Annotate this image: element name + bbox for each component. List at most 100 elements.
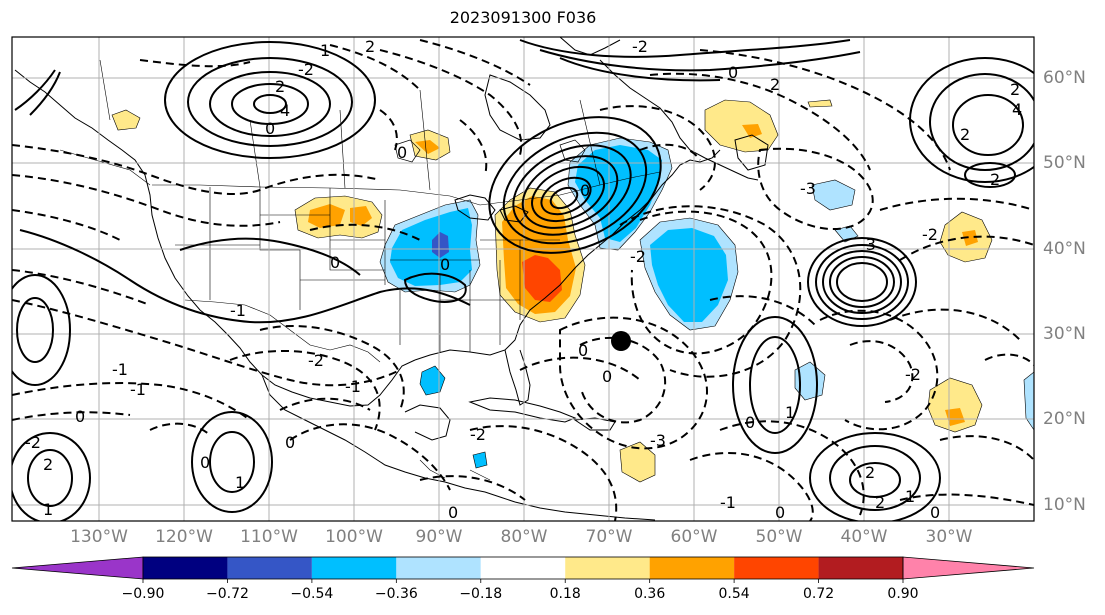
hudson-bay	[484, 74, 551, 141]
contour-label: 4	[1012, 100, 1022, 119]
latitude-label: 10°N	[1043, 495, 1086, 515]
contour-label: 2	[990, 170, 1000, 189]
colorbar-segment	[311, 557, 397, 579]
longitude-label: 130°W	[70, 527, 128, 547]
contour-label: -2	[25, 433, 41, 452]
colorbar-segment	[649, 557, 735, 579]
negative-shading-central-us-core	[390, 208, 472, 286]
contour-label: -1	[112, 360, 128, 379]
contour-label: -2	[632, 37, 648, 56]
colorbar-tick-label: −0.18	[459, 586, 503, 602]
contour-label: -3	[800, 179, 816, 198]
map-frame	[11, 36, 1035, 522]
solid-contour-layer	[12, 39, 1034, 521]
colorbar-upper-extend	[902, 556, 1035, 580]
contour-label: -2	[470, 425, 486, 444]
colorbar-tick-label: −0.90	[121, 586, 165, 602]
negative-shading-northeast-core	[575, 145, 662, 242]
contour-labels: 1 2 -2 0 2 -2 2 2 0 -2 -3 -2 -1 2 2 -3 -…	[25, 37, 1022, 522]
contour-label: 0	[745, 413, 755, 432]
contour-label: 0	[930, 503, 940, 522]
colorbar-tick-label: 0.54	[718, 586, 750, 602]
map-title: 2023091300 F036	[449, 8, 597, 27]
contour-label: 2	[43, 455, 53, 474]
negative-shading-central-us-peak	[432, 232, 449, 258]
gulf-coast	[414, 149, 721, 361]
colorbar-lower-extend	[11, 556, 144, 580]
longitude-label: 30°W	[925, 527, 973, 547]
latitude-label: 50°N	[1043, 153, 1086, 173]
dashed-contour	[12, 144, 381, 196]
contour-label: 0	[728, 63, 738, 82]
longitude-label: 40°W	[840, 527, 888, 547]
contour-label: 2	[865, 463, 875, 482]
latitude-label: 40°N	[1043, 239, 1086, 259]
cuba	[468, 397, 577, 423]
contour-label: -1	[345, 377, 361, 396]
contour-label: 0	[397, 143, 407, 162]
contour-label: 4	[280, 101, 290, 120]
yucatan	[404, 404, 451, 441]
colorbar-segment	[227, 557, 312, 579]
longitude-label: 50°W	[755, 527, 803, 547]
longitude-label: 80°W	[500, 527, 548, 547]
solid-contour	[164, 41, 376, 159]
solid-contour-northeast-low	[488, 116, 662, 254]
latitude-label: 60°N	[1043, 68, 1086, 88]
contour-label: -2	[298, 60, 314, 79]
colorbar-tick-label: 0.36	[634, 586, 666, 602]
contour-label: -1	[230, 301, 246, 320]
colorbar-segment	[818, 557, 903, 579]
contour-label: -3	[860, 235, 876, 254]
colorbar-tick-label: −0.54	[290, 586, 334, 602]
contour-label: 2	[365, 37, 375, 56]
contour-label: -2	[905, 365, 921, 384]
colorbar-segment	[480, 557, 566, 579]
contour-label: 1	[235, 473, 245, 492]
contour-label: 2	[770, 75, 780, 94]
contour-label: 0	[602, 367, 612, 386]
contour-label: 0	[578, 341, 588, 360]
negative-shading-atlantic-core	[650, 228, 728, 322]
us-canada-border	[152, 171, 661, 206]
positive-shading-plains-core	[308, 204, 345, 228]
mexico-coast	[261, 374, 516, 503]
colorbar-tick-label: 0.90	[887, 586, 919, 602]
longitude-label: 100°W	[325, 527, 383, 547]
colorbar	[11, 556, 1035, 583]
contour-label: 2	[1010, 80, 1020, 99]
contour-label: -2	[630, 247, 646, 266]
contour-label: 0	[448, 503, 458, 522]
storm-marker-icon	[611, 331, 631, 351]
border-layer	[59, 59, 661, 481]
positive-shading-labrador	[704, 99, 779, 153]
contour-label: -2	[308, 351, 324, 370]
contour-label: -1	[130, 380, 146, 399]
solid-contour-atlantic-low	[807, 237, 917, 327]
colorbar-segment	[396, 557, 481, 579]
hispaniola	[573, 417, 616, 431]
contour-label: 2	[275, 77, 285, 96]
colorbar-tick-label: −0.72	[205, 586, 249, 602]
contour-label: -1	[720, 493, 736, 512]
contour-label: -2	[922, 225, 938, 244]
colorbar-segment	[565, 557, 650, 579]
solid-contour-south	[809, 432, 941, 521]
longitude-label: 110°W	[240, 527, 298, 547]
contour-label: 0	[440, 255, 450, 274]
contour-label: 1	[905, 487, 915, 506]
us-mexico-border	[184, 299, 381, 363]
longitude-label: 60°W	[670, 527, 718, 547]
colorbar-segment	[143, 557, 228, 579]
contour-label: 1	[785, 403, 795, 422]
contour-label: 0	[775, 503, 785, 522]
contour-label: 0	[200, 453, 210, 472]
labrador-coast	[599, 59, 759, 181]
colorbar-tick-label: −0.36	[374, 586, 418, 602]
latitude-label: 20°N	[1043, 409, 1086, 429]
contour-label: 0	[580, 181, 590, 200]
latitude-label: 30°N	[1043, 324, 1086, 344]
contour-label: 0	[75, 407, 85, 426]
contour-label: 0	[285, 433, 295, 452]
